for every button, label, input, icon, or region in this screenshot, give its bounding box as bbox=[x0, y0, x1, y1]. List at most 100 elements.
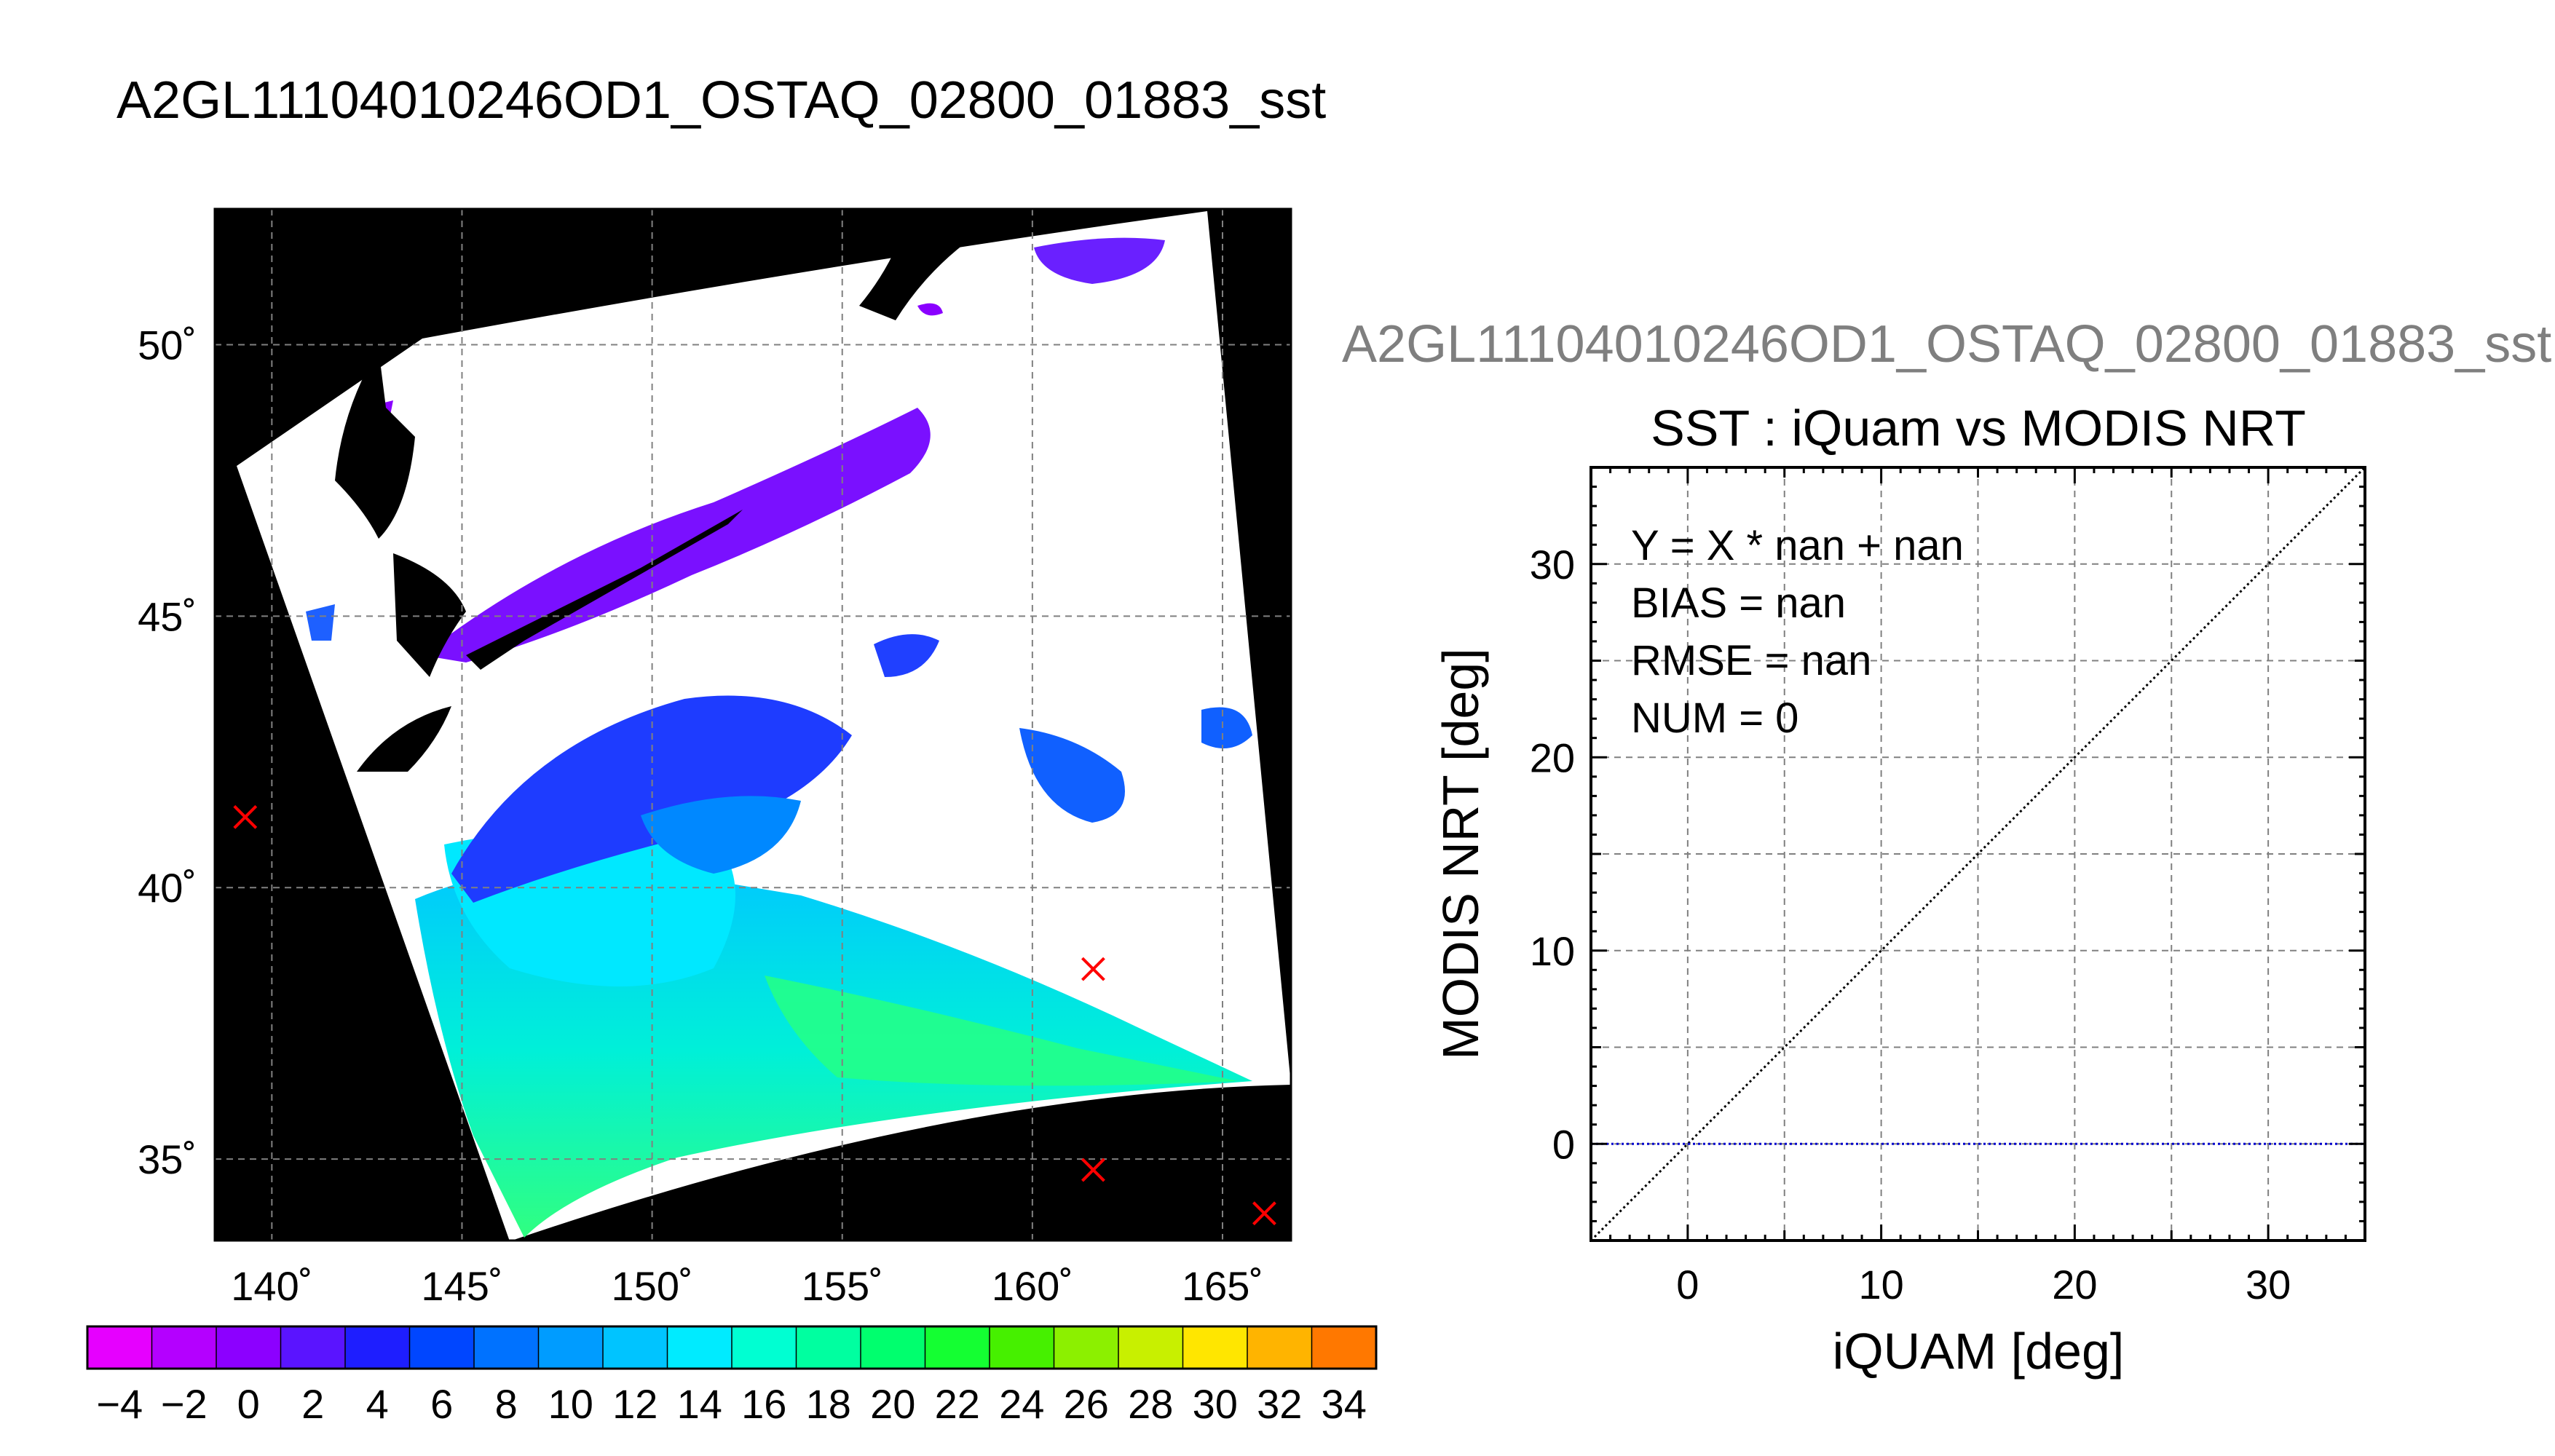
colorbar-label: 34 bbox=[1322, 1381, 1367, 1427]
colorbar-swatch bbox=[990, 1326, 1054, 1369]
colorbar-swatch bbox=[796, 1326, 861, 1369]
colorbar-label: 22 bbox=[935, 1381, 980, 1427]
observation-marker bbox=[1252, 1201, 1276, 1226]
y-tick-label: 20 bbox=[1530, 735, 1575, 780]
x-tick-label: 10 bbox=[1858, 1262, 1903, 1307]
stats-annotations: Y = X * nan + nan BIAS = nan RMSE = nan NUM… bbox=[1631, 522, 1964, 742]
colorbar-label: 18 bbox=[806, 1381, 851, 1427]
figure-title: A2GL11104010246OD1_OSTAQ_02800_01883_sst bbox=[117, 71, 1326, 130]
land-sakhalin bbox=[335, 349, 415, 539]
colorbar-swatches bbox=[87, 1326, 1377, 1369]
lon-tick-label: 150˚ bbox=[612, 1263, 693, 1309]
colorbar-tick-labels: −4 −2 0 2 4 6 8 10 12 14 16 18 20 22 24 26 28 30 32 34 bbox=[96, 1381, 1367, 1427]
x-axis-label: iQUAM [deg] bbox=[1833, 1323, 2125, 1380]
colorbar-label: 0 bbox=[237, 1381, 260, 1427]
colorbar-swatch bbox=[667, 1326, 732, 1369]
lat-tick-label: 50˚ bbox=[138, 322, 197, 368]
colorbar-label: 8 bbox=[495, 1381, 518, 1427]
observation-marker bbox=[1081, 1158, 1105, 1182]
colorbar-swatch bbox=[474, 1326, 539, 1369]
sst-region-green bbox=[765, 976, 1238, 1086]
colorbar-label: 30 bbox=[1193, 1381, 1238, 1427]
colorbar-swatch bbox=[538, 1326, 603, 1369]
colorbar-swatch bbox=[151, 1326, 216, 1369]
identity-line bbox=[1591, 467, 2365, 1241]
stats-annotation: BIAS = nan bbox=[1631, 579, 1846, 627]
plot-minor-ticks bbox=[1591, 467, 2365, 1241]
x-tick-labels: 0 10 20 30 bbox=[1676, 1262, 2291, 1307]
sst-map: 50˚ 45˚ 40˚ 35˚ 140˚ 145˚ 150˚ 155˚ 160˚ 165˚ bbox=[138, 207, 1292, 1309]
colorbar-label: 14 bbox=[677, 1381, 722, 1427]
chart-title: SST : iQuam vs MODIS NRT bbox=[1651, 400, 2306, 456]
colorbar-label: 20 bbox=[870, 1381, 915, 1427]
sst-region-blue bbox=[451, 695, 852, 903]
sst-field bbox=[306, 237, 1252, 1238]
observation-marker bbox=[1081, 957, 1105, 981]
sst-region-purple-ne bbox=[1034, 237, 1165, 284]
lon-tick-label: 165˚ bbox=[1182, 1263, 1263, 1309]
latitude-tick-labels: 50˚ 45˚ 40˚ 35˚ bbox=[138, 322, 197, 1182]
colorbar-label: 4 bbox=[366, 1381, 389, 1427]
colorbar-swatch bbox=[216, 1326, 281, 1369]
sst-region-blue-west bbox=[306, 604, 335, 641]
colorbar-label: 24 bbox=[999, 1381, 1044, 1427]
stats-annotation: NUM = 0 bbox=[1631, 695, 1798, 742]
lon-tick-label: 140˚ bbox=[231, 1263, 312, 1309]
plot-header: A2GL11104010246OD1_OSTAQ_02800_01883_sst bbox=[1342, 315, 2551, 373]
y-tick-label: 30 bbox=[1530, 542, 1575, 587]
sst-region-blue-isle bbox=[874, 634, 939, 677]
stats-annotation: RMSE = nan bbox=[1631, 637, 1871, 684]
colorbar-label: 32 bbox=[1257, 1381, 1302, 1427]
y-tick-label: 10 bbox=[1530, 928, 1575, 974]
y-axis-label: MODIS NRT [deg] bbox=[1432, 648, 1489, 1059]
x-tick-label: 0 bbox=[1676, 1262, 1699, 1307]
lat-tick-label: 40˚ bbox=[138, 865, 197, 911]
colorbar-swatch bbox=[1182, 1326, 1247, 1369]
stats-annotation: Y = X * nan + nan bbox=[1631, 522, 1964, 569]
colorbar-swatch bbox=[87, 1326, 152, 1369]
colorbar-swatch bbox=[409, 1326, 474, 1369]
colorbar-swatch bbox=[603, 1326, 668, 1369]
colorbar-label: 2 bbox=[301, 1381, 324, 1427]
colorbar-label: 28 bbox=[1128, 1381, 1173, 1427]
colorbar: −4 −2 0 2 4 6 8 10 12 14 16 18 20 22 24 26 28 30 32 34 bbox=[86, 1325, 1378, 1427]
colorbar-swatch bbox=[732, 1326, 797, 1369]
sst-region-purple-small bbox=[917, 303, 943, 316]
map-gridlines bbox=[215, 209, 1291, 1241]
y-tick-labels: 0 10 20 30 bbox=[1530, 542, 1575, 1168]
lat-tick-label: 35˚ bbox=[138, 1136, 197, 1182]
colorbar-frame bbox=[86, 1325, 1378, 1370]
lon-tick-label: 160˚ bbox=[992, 1263, 1073, 1309]
land-honshu bbox=[357, 706, 451, 772]
longitude-tick-labels: 140˚ 145˚ 150˚ 155˚ 160˚ 165˚ bbox=[231, 1263, 1263, 1309]
land-kurils bbox=[466, 510, 743, 670]
map-markers bbox=[233, 804, 1276, 1226]
sst-region-blue-far-east bbox=[1201, 707, 1252, 748]
scatter-plot: SST : iQuam vs MODIS NRT 0 10 20 30 0 10 20 30… bbox=[1432, 400, 2366, 1380]
colorbar-swatch bbox=[1118, 1326, 1183, 1369]
colorbar-swatch bbox=[1054, 1326, 1118, 1369]
lon-tick-label: 155˚ bbox=[802, 1263, 883, 1309]
colorbar-swatch bbox=[1247, 1326, 1312, 1369]
colorbar-label: 16 bbox=[741, 1381, 786, 1427]
land-hokkaido bbox=[393, 553, 466, 677]
colorbar-swatch bbox=[280, 1326, 345, 1369]
sst-region-mid-blue bbox=[641, 796, 801, 874]
colorbar-swatch bbox=[925, 1326, 990, 1369]
colorbar-label: 6 bbox=[430, 1381, 453, 1427]
observation-marker bbox=[233, 804, 258, 829]
colorbar-label: 12 bbox=[612, 1381, 657, 1427]
colorbar-label: 26 bbox=[1064, 1381, 1109, 1427]
lon-tick-label: 145˚ bbox=[421, 1263, 502, 1309]
sst-region-blue-east bbox=[1019, 728, 1125, 823]
land-kamchatka bbox=[859, 209, 1063, 320]
sst-region-purple-band bbox=[422, 408, 931, 662]
colorbar-swatch bbox=[861, 1326, 925, 1369]
x-tick-label: 20 bbox=[2052, 1262, 2097, 1307]
colorbar-label: −2 bbox=[161, 1381, 208, 1427]
colorbar-swatch bbox=[345, 1326, 410, 1369]
reference-lines bbox=[1591, 467, 2365, 1241]
colorbar-label: −4 bbox=[96, 1381, 143, 1427]
x-tick-label: 30 bbox=[2246, 1262, 2291, 1307]
